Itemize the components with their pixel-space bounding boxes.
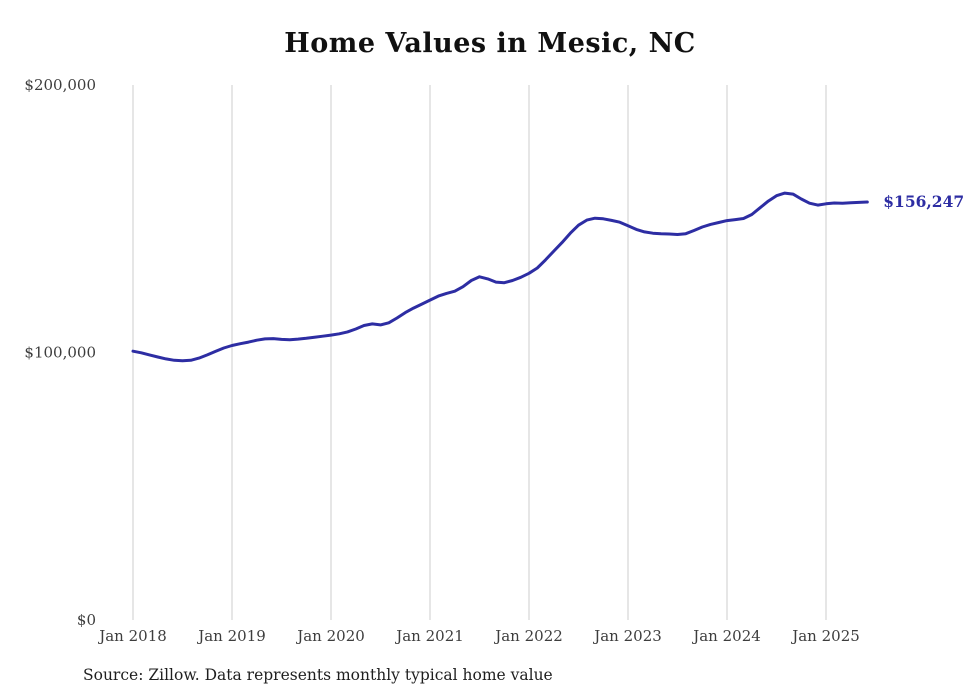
y-axis-tick-label: $100,000 bbox=[24, 344, 96, 362]
source-attribution: Source: Zillow. Data represents monthly … bbox=[83, 666, 553, 684]
chart-title: Home Values in Mesic, NC bbox=[284, 28, 696, 59]
y-axis-tick-label: $0 bbox=[77, 611, 96, 629]
x-axis-tick-label: Jan 2023 bbox=[592, 627, 662, 645]
home-value-series-line bbox=[131, 191, 869, 363]
x-axis-tick-label: Jan 2025 bbox=[790, 627, 860, 645]
x-axis-tick-label: Jan 2020 bbox=[295, 627, 365, 645]
x-axis-tick-label: Jan 2024 bbox=[691, 627, 761, 645]
latest-value-label: $156,247 bbox=[883, 192, 964, 211]
x-axis-tick-label: Jan 2019 bbox=[196, 627, 266, 645]
x-axis-tick-label: Jan 2021 bbox=[394, 627, 464, 645]
x-axis-tick-label: Jan 2018 bbox=[97, 627, 167, 645]
y-axis-tick-label: $200,000 bbox=[24, 76, 96, 94]
x-axis-tick-label: Jan 2022 bbox=[493, 627, 563, 645]
